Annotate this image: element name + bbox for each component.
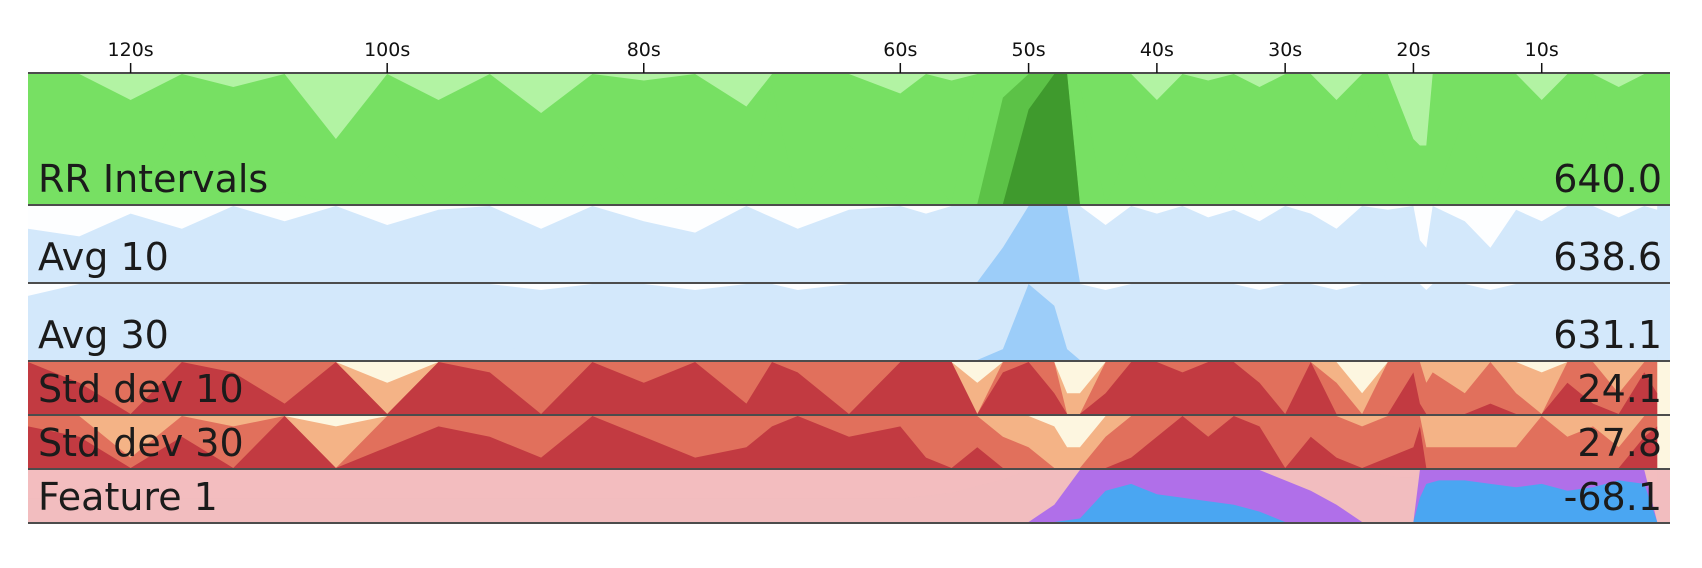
track-label-3: Avg 30 [38,313,169,357]
area-band-3 [28,416,1658,468]
track-label-2: Avg 10 [38,235,169,279]
track-value-1: 640.0 [1553,157,1662,201]
area-negative [28,206,1658,248]
area-negative [28,284,1658,296]
area-negative [28,470,1658,499]
time-axis: 120s 100s 80s 60s 50s 40s 30s 20s 10s [28,39,1670,74]
track-3 [28,284,1670,360]
tick-label: 120s [108,39,154,61]
track-6 [28,470,1670,522]
track-1 [28,74,1670,204]
area-negative [28,74,1658,146]
track-value-3: 631.1 [1553,313,1662,357]
tick-label: 40s [1140,39,1174,61]
area-band-2 [28,480,1658,522]
track-plot-6 [28,470,1670,522]
track-5 [28,416,1670,468]
track-plot-1 [28,74,1670,204]
track-value-2: 638.6 [1553,235,1662,279]
track-plot-5 [28,416,1670,468]
tick-label: 30s [1268,39,1302,61]
track-background [28,206,1670,282]
tracks-group [28,74,1670,522]
track-plot-3 [28,284,1670,360]
area-band-3 [28,362,1658,414]
track-plot-2 [28,206,1670,282]
area-band-1 [28,470,1658,522]
track-value-6: -68.1 [1564,475,1662,519]
tick-label: 80s [627,39,661,61]
track-2 [28,206,1670,282]
track-label-6: Feature 1 [38,475,218,519]
tick-label: 10s [1525,39,1559,61]
tick-label: 20s [1396,39,1430,61]
area-band-1 [28,74,1658,204]
tick-label: 50s [1012,39,1046,61]
tick-label: 60s [883,39,917,61]
track-4 [28,362,1670,414]
track-value-4: 24.1 [1577,367,1662,411]
track-borders [28,204,1670,524]
track-label-1: RR Intervals [38,157,268,201]
track-label-5: Std dev 30 [38,421,244,465]
area-band-1 [28,284,1658,360]
track-label-4: Std dev 10 [38,367,244,411]
tick-label: 100s [364,39,410,61]
track-plot-4 [28,362,1670,414]
track-labels: RR Intervals 640.0 Avg 10 638.6 Avg 30 631.1 S… [38,157,1662,519]
track-value-5: 27.8 [1577,421,1662,465]
